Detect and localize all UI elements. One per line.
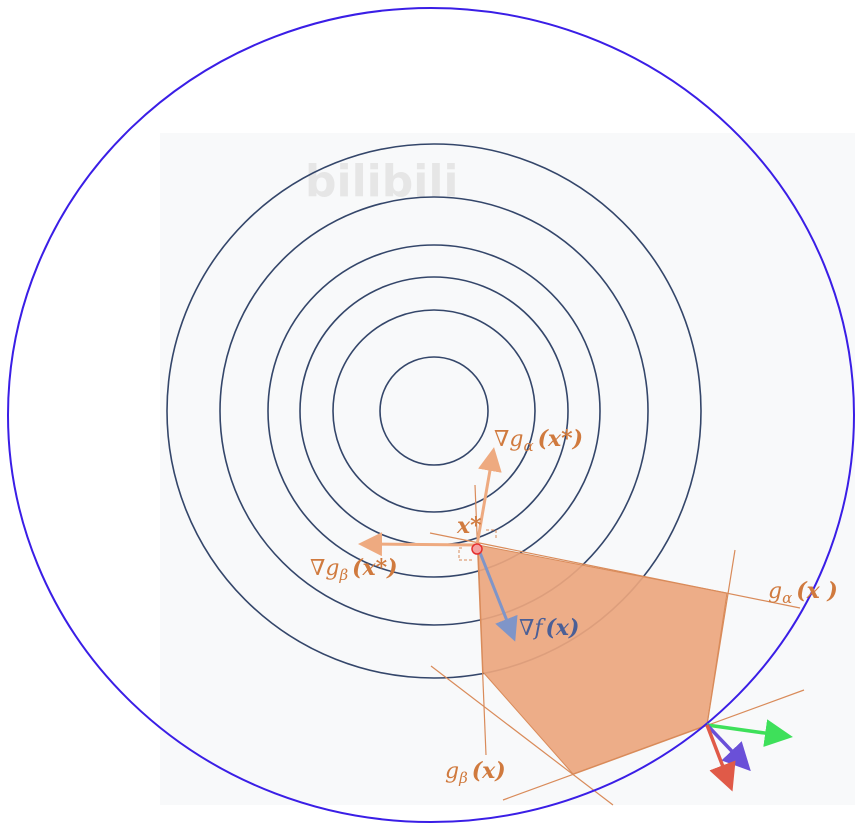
purple-arrow	[705, 723, 751, 772]
green-arrow	[706, 719, 793, 747]
contour-6	[166, 143, 702, 679]
label-grad-g-alpha: ∇gα (x*)	[494, 426, 583, 455]
grad-f-arrow	[475, 544, 518, 642]
label-grad-g-beta: ∇gβ (x*)	[310, 555, 398, 584]
label-x-star: x*	[456, 513, 482, 539]
contour-1	[379, 356, 489, 466]
label-grad-f: ∇f (x)	[519, 615, 579, 641]
label-g-alpha: gα (x )	[768, 578, 838, 607]
constraint-line-3	[430, 665, 614, 806]
grad-g-alpha-arrow	[475, 447, 502, 546]
watermark: bilibili	[305, 156, 458, 207]
contour-lines	[166, 143, 702, 679]
grad-g-beta-arrow	[358, 532, 478, 557]
contour-4	[267, 244, 601, 578]
constraint-line-4	[502, 689, 805, 801]
red-arrow	[705, 724, 736, 792]
video-frame-background	[160, 133, 855, 805]
optimal-point-x-star	[471, 543, 483, 555]
contour-5	[219, 196, 649, 626]
contour-2	[332, 309, 536, 513]
right-angle-markers	[458, 529, 497, 561]
tangent-ellipse	[7, 7, 855, 823]
label-g-beta: gβ (x)	[445, 758, 506, 787]
g-alpha-line	[429, 532, 801, 609]
constraint-lines	[429, 484, 805, 806]
constraint-line-5	[706, 549, 736, 726]
g-beta-line	[474, 484, 487, 756]
